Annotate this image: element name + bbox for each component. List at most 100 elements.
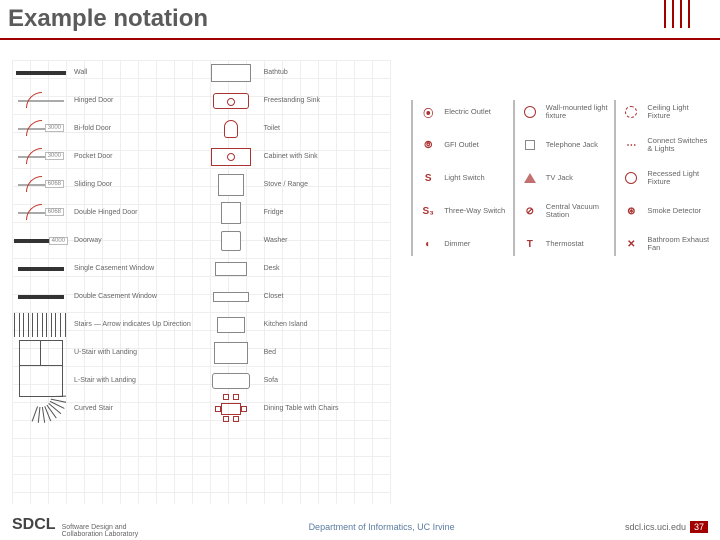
elec-label: Bathroom Exhaust Fan (647, 236, 712, 253)
legend-row: Desk (204, 258, 390, 280)
elec-symbol-icon: ⊘ (519, 202, 541, 220)
elec-row: ◐ Dimmer (417, 232, 509, 256)
footer-left: SDCL Software Design andCollaboration La… (12, 516, 138, 538)
page-number: 37 (690, 521, 708, 533)
elec-col-3: Ceiling Light Fixture ⋯Connect Switches &… (614, 100, 712, 256)
legend-label: Washer (264, 237, 288, 245)
footer: SDCL Software Design andCollaboration La… (0, 514, 720, 540)
electrical-panel: ⦿ Electric Outlet ⦾ GFI Outlet S Light Switch… (403, 50, 720, 510)
slide-title: Example notation (0, 5, 208, 33)
elec-label: Telephone Jack (546, 141, 598, 149)
elec-symbol-icon: ⊛ (620, 202, 642, 220)
footer-subtitle: Software Design andCollaboration Laborat… (62, 524, 139, 538)
arch-col-1: Wall Hinged Door 3000Bi-fold Door 3000Pocke… (12, 60, 202, 504)
legend-label: U-Stair with Landing (74, 349, 137, 357)
legend-label: Double Hinged Door (74, 209, 137, 217)
legend-label: Doorway (74, 237, 102, 245)
legend-label: Stove / Range (264, 181, 308, 189)
legend-label: Double Casement Window (74, 293, 157, 301)
legend-label: Pocket Door (74, 153, 113, 161)
legend-row: L-Stair with Landing (14, 370, 200, 392)
legend-row: Closet (204, 286, 390, 308)
elec-label: Ceiling Light Fixture (647, 104, 712, 121)
elec-col-2: Wall-mounted light fixture Telephone Jack… (513, 100, 611, 256)
legend-row: Stairs — Arrow indicates Up Direction (14, 314, 200, 336)
elec-symbol-icon: T (519, 235, 541, 253)
footer-url: sdcl.ics.uci.edu (625, 522, 686, 532)
legend-label: Hinged Door (74, 97, 113, 105)
elec-label: Smoke Detector (647, 207, 701, 215)
footer-right: sdcl.ics.uci.edu 37 (625, 521, 708, 533)
elec-label: Electric Outlet (444, 108, 491, 116)
legend-row: 3000Bi-fold Door (14, 118, 200, 140)
legend-row: Fridge (204, 202, 390, 224)
legend-row: 6068Double Hinged Door (14, 202, 200, 224)
legend-row: Curved Stair (14, 398, 200, 420)
elec-symbol-icon (519, 169, 541, 187)
elec-label: Dimmer (444, 240, 470, 248)
legend-row: Stove / Range (204, 174, 390, 196)
elec-symbol-icon: ◐ (417, 235, 439, 253)
legend-label: Sofa (264, 377, 278, 385)
legend-label: Single Casement Window (74, 265, 154, 273)
arch-col-2: Bathtub Freestanding Sink Toilet Cabinet wi… (202, 60, 392, 504)
elec-symbol-icon: ⦾ (417, 136, 439, 154)
legend-row: 4000Doorway (14, 230, 200, 252)
legend-row: Cabinet with Sink (204, 146, 390, 168)
legend-row: Single Casement Window (14, 258, 200, 280)
legend-row: Bathtub (204, 62, 390, 84)
elec-symbol-icon: ✕ (620, 235, 642, 253)
elec-symbol-icon: ⦿ (417, 103, 439, 121)
elec-label: Recessed Light Fixture (647, 170, 712, 187)
legend-label: Wall (74, 69, 87, 77)
elec-label: Connect Switches & Lights (647, 137, 712, 154)
legend-label: Bi-fold Door (74, 125, 111, 133)
legend-label: L-Stair with Landing (74, 377, 136, 385)
legend-label: Bathtub (264, 69, 288, 77)
legend-row: Kitchen Island (204, 314, 390, 336)
legend-label: Curved Stair (74, 405, 113, 413)
legend-row: 3000Pocket Door (14, 146, 200, 168)
elec-label: Central Vacuum Station (546, 203, 611, 220)
electrical-legend: ⦿ Electric Outlet ⦾ GFI Outlet S Light Switch… (411, 100, 712, 256)
elec-col-1: ⦿ Electric Outlet ⦾ GFI Outlet S Light Switch… (411, 100, 509, 256)
legend-row: Sofa (204, 370, 390, 392)
elec-symbol-icon (519, 103, 541, 121)
legend-label: Cabinet with Sink (264, 153, 318, 161)
legend-label: Sliding Door (74, 181, 112, 189)
elec-row: ⋯Connect Switches & Lights (620, 133, 712, 157)
elec-label: TV Jack (546, 174, 573, 182)
slide-root: Example notation Wall Hinged Door 3000Bi-f… (0, 0, 720, 540)
legend-row: Toilet (204, 118, 390, 140)
elec-label: Thermostat (546, 240, 584, 248)
elec-symbol-icon (620, 103, 642, 121)
legend-row: Freestanding Sink (204, 90, 390, 112)
elec-row: TV Jack (519, 166, 611, 190)
elec-symbol-icon (519, 136, 541, 154)
elec-symbol-icon: S₃ (417, 202, 439, 220)
legend-row: 6068Sliding Door (14, 174, 200, 196)
legend-row: Washer (204, 230, 390, 252)
elec-row: ⊘ Central Vacuum Station (519, 199, 611, 223)
footer-logo: SDCL (12, 516, 56, 534)
elec-symbol-icon: S (417, 169, 439, 187)
elec-row: T Thermostat (519, 232, 611, 256)
elec-label: Light Switch (444, 174, 484, 182)
legend-label: Closet (264, 293, 284, 301)
legend-label: Dining Table with Chairs (264, 405, 339, 413)
legend-row: Dining Table with Chairs (204, 398, 390, 420)
legend-row: Wall (14, 62, 200, 84)
legend-label: Kitchen Island (264, 321, 308, 329)
legend-label: Desk (264, 265, 280, 273)
elec-row: Recessed Light Fixture (620, 166, 712, 190)
legend-label: Freestanding Sink (264, 97, 320, 105)
elec-label: GFI Outlet (444, 141, 479, 149)
elec-row: Telephone Jack (519, 133, 611, 157)
title-bar: Example notation (0, 0, 720, 40)
arch-legend: Wall Hinged Door 3000Bi-fold Door 3000Pocke… (12, 60, 391, 504)
elec-symbol-icon (620, 169, 642, 187)
legend-label: Bed (264, 349, 276, 357)
elec-label: Wall-mounted light fixture (546, 104, 611, 121)
elec-label: Three-Way Switch (444, 207, 505, 215)
legend-row: Hinged Door (14, 90, 200, 112)
